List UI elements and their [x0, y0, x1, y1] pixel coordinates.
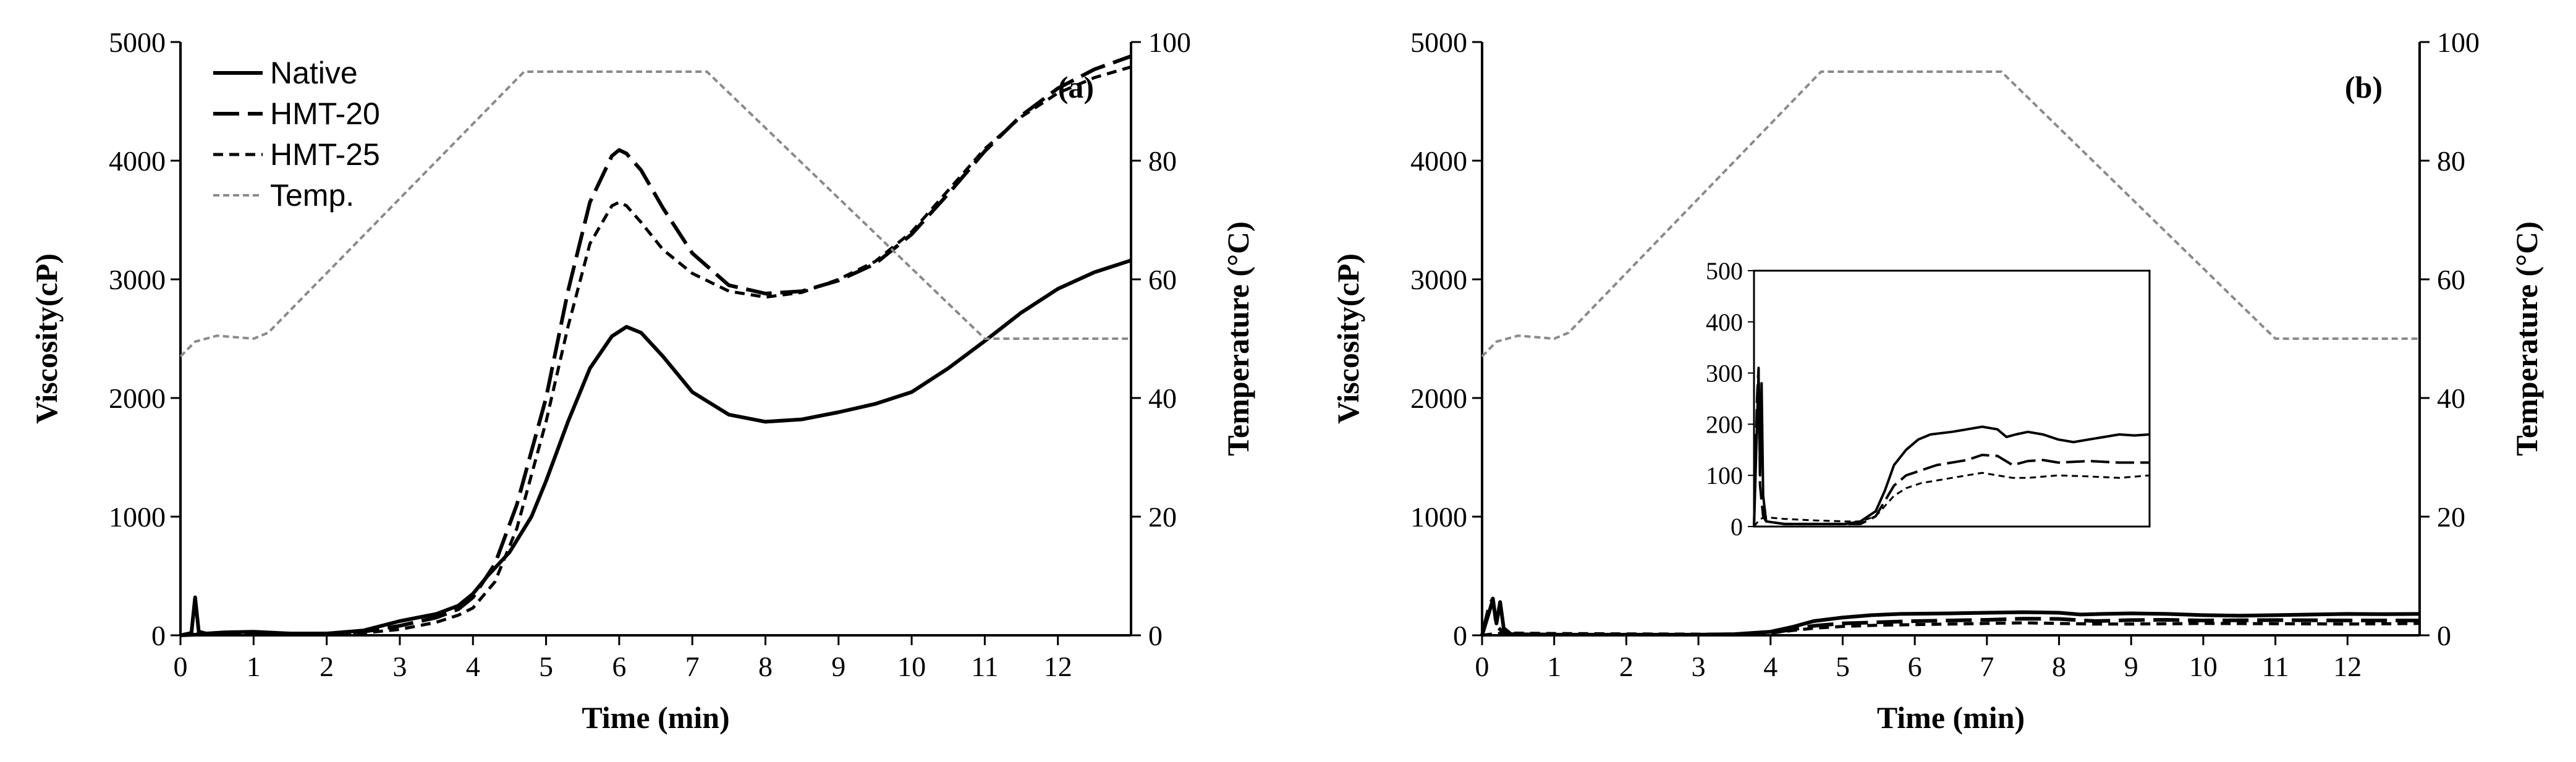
y2-tick-label: 0 — [2437, 620, 2451, 651]
y-tick-label: 2000 — [1410, 383, 1467, 414]
x-tick-label: 9 — [2124, 651, 2138, 682]
y2-tick-label: 80 — [1148, 145, 1177, 177]
y-tick-label: 4000 — [1410, 145, 1467, 177]
panel-b: 0 1 2 3 4 5 6 7 8 9 10 11 12010002000300040005000020… — [1331, 27, 2544, 735]
x-tick-label: 2 — [1619, 651, 1633, 682]
y-tick-label: 1000 — [1410, 501, 1467, 533]
y2-axis-label: Temperature (°C) — [2509, 221, 2544, 456]
series-line-hmt-25 — [180, 65, 1132, 637]
legend-label: Native — [270, 56, 358, 90]
x-tick-label: 9 — [831, 651, 845, 682]
y-tick-label: 2000 — [109, 383, 166, 414]
y2-tick-label: 100 — [1148, 27, 1191, 58]
inset-frame — [1753, 269, 2151, 528]
x-tick-label: 10 — [2189, 651, 2218, 682]
series-line-temp — [179, 70, 1131, 358]
x-tick-label: 4 — [1763, 651, 1777, 682]
y-tick-label: 5000 — [109, 27, 166, 58]
series-line-native — [180, 258, 1132, 637]
legend: Native HMT-20 HMT-25 Temp. — [213, 56, 380, 213]
y2-tick-label: 60 — [2437, 264, 2465, 295]
y-tick-label: 5000 — [1410, 27, 1467, 58]
y2-tick-label: 60 — [1148, 264, 1177, 295]
x-tick-label: 11 — [971, 651, 998, 682]
y2-tick-label: 0 — [1148, 620, 1163, 651]
inset-y-tick-label: 500 — [1706, 257, 1743, 285]
inset-series-line-native — [1753, 371, 2150, 527]
x-tick-label: 8 — [758, 651, 773, 682]
x-tick-label: 1 — [1547, 651, 1561, 682]
x-tick-label: 11 — [2261, 651, 2289, 682]
y-axis-label: Viscosity(cP) — [29, 253, 64, 424]
inset-y-tick-label: 200 — [1706, 410, 1743, 438]
y-tick-label: 0 — [1453, 620, 1467, 651]
panel-a: 0 1 2 3 4 5 6 7 8 9 10 11 12010002000300040005000020… — [29, 27, 1255, 735]
x-tick-label: 12 — [2333, 651, 2362, 682]
x-tick-label: 5 — [539, 651, 553, 682]
y2-axis-label: Temperature (°C) — [1221, 221, 1255, 456]
inset-y-tick-label: 100 — [1706, 462, 1743, 489]
inset-y-tick-label: 400 — [1706, 308, 1743, 336]
x-tick-label: 7 — [1980, 651, 1994, 682]
inset-chart: 0 100 200 300 400 500 — [1706, 257, 2151, 541]
x-tick-label: 4 — [466, 651, 480, 682]
series-line-temp — [1481, 70, 2420, 358]
x-tick-label: 2 — [320, 651, 334, 682]
inset-series-line-hmt-25 — [1753, 472, 2150, 527]
panel-label: (b) — [2345, 70, 2383, 104]
legend-label: HMT-20 — [270, 96, 380, 131]
x-axis-label: Time (min) — [1877, 700, 2025, 735]
x-axis-label: Time (min) — [582, 700, 729, 735]
y2-tick-label: 100 — [2437, 27, 2480, 58]
y-tick-label: 3000 — [109, 264, 166, 295]
x-tick-label: 8 — [2052, 651, 2066, 682]
series-line-native — [1480, 598, 2420, 637]
series-line-hmt-20 — [180, 54, 1132, 637]
legend-label: Temp. — [270, 178, 354, 213]
legend-label: HMT-25 — [270, 137, 380, 172]
y2-tick-label: 80 — [2437, 145, 2465, 177]
y2-tick-label: 40 — [1148, 383, 1177, 414]
x-tick-label: 10 — [897, 651, 926, 682]
y-tick-label: 3000 — [1410, 264, 1467, 295]
y-tick-label: 1000 — [109, 501, 166, 533]
y2-tick-label: 20 — [2437, 501, 2465, 533]
y-tick-label: 4000 — [109, 145, 166, 177]
y2-tick-label: 20 — [1148, 501, 1177, 533]
inset-y-tick-label: 0 — [1731, 513, 1743, 541]
x-tick-label: 0 — [1475, 651, 1489, 682]
series-line-hmt-25 — [1481, 621, 2420, 637]
y-axis-label: Viscosity(cP) — [1331, 253, 1365, 424]
y-tick-label: 0 — [151, 620, 166, 651]
x-tick-label: 12 — [1044, 651, 1072, 682]
y2-tick-label: 40 — [2437, 383, 2465, 414]
x-tick-label: 6 — [1908, 651, 1922, 682]
x-tick-label: 3 — [392, 651, 407, 682]
x-tick-label: 5 — [1836, 651, 1850, 682]
x-tick-label: 6 — [612, 651, 626, 682]
x-tick-label: 1 — [247, 651, 261, 682]
x-tick-label: 0 — [174, 651, 188, 682]
x-tick-label: 7 — [685, 651, 700, 682]
x-tick-label: 3 — [1692, 651, 1706, 682]
inset-y-tick-label: 300 — [1706, 360, 1743, 387]
